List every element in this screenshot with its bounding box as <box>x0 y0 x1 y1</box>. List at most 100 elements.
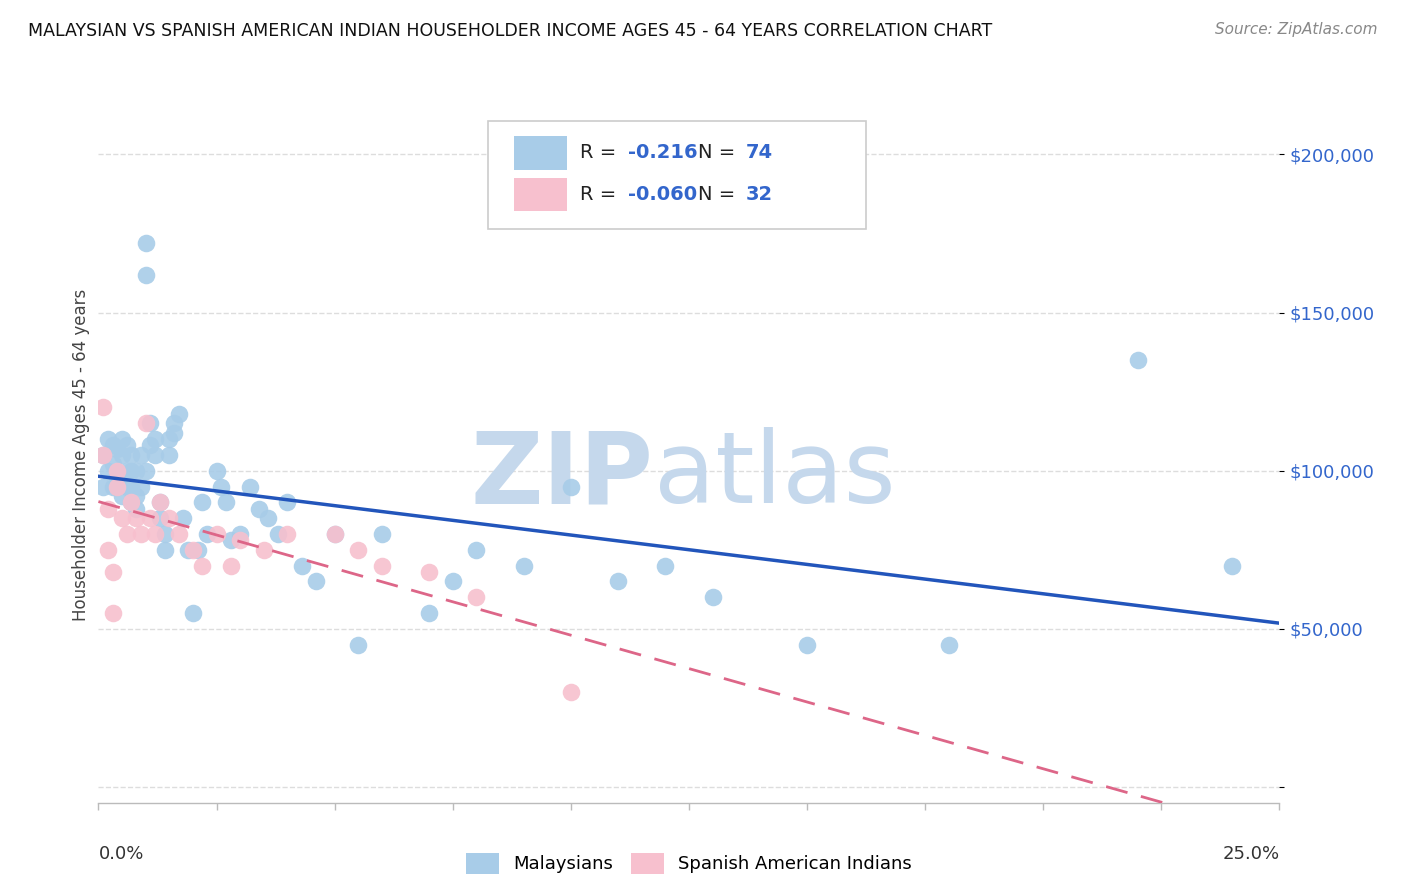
Text: 32: 32 <box>745 186 773 204</box>
Point <box>153 542 176 557</box>
Point <box>105 479 128 493</box>
Text: -0.060: -0.060 <box>627 186 696 204</box>
FancyBboxPatch shape <box>515 136 567 169</box>
Point <box>187 542 209 557</box>
FancyBboxPatch shape <box>515 178 567 211</box>
Point <box>139 417 162 431</box>
Point <box>115 527 138 541</box>
Point <box>135 417 157 431</box>
Text: 0.0%: 0.0% <box>98 845 143 863</box>
Point <box>111 432 134 446</box>
Point <box>157 432 180 446</box>
Point <box>371 527 394 541</box>
Point <box>111 448 134 462</box>
Point <box>101 438 124 452</box>
Point <box>121 464 143 478</box>
Point <box>181 606 204 620</box>
Point <box>111 489 134 503</box>
Point <box>191 495 214 509</box>
Point <box>125 489 148 503</box>
Point <box>143 432 166 446</box>
Text: MALAYSIAN VS SPANISH AMERICAN INDIAN HOUSEHOLDER INCOME AGES 45 - 64 YEARS CORRE: MALAYSIAN VS SPANISH AMERICAN INDIAN HOU… <box>28 22 993 40</box>
Point <box>97 464 120 478</box>
Point <box>796 638 818 652</box>
FancyBboxPatch shape <box>488 121 866 229</box>
Text: Source: ZipAtlas.com: Source: ZipAtlas.com <box>1215 22 1378 37</box>
Point <box>139 511 162 525</box>
Point <box>105 470 128 484</box>
Point <box>219 558 242 573</box>
Text: -0.216: -0.216 <box>627 144 697 162</box>
Point <box>239 479 262 493</box>
Point <box>276 527 298 541</box>
Point <box>101 565 124 579</box>
Point <box>111 511 134 525</box>
Point <box>347 542 370 557</box>
Point <box>121 448 143 462</box>
Point <box>195 527 218 541</box>
Point <box>105 464 128 478</box>
Point <box>323 527 346 541</box>
Point <box>465 542 488 557</box>
Point <box>172 511 194 525</box>
Point <box>125 464 148 478</box>
Point <box>607 574 630 589</box>
Text: R =: R = <box>581 186 623 204</box>
Point <box>229 527 252 541</box>
Point <box>267 527 290 541</box>
Text: R =: R = <box>581 144 623 162</box>
Point <box>163 425 186 440</box>
Point <box>91 401 114 415</box>
Text: 74: 74 <box>745 144 773 162</box>
Text: 25.0%: 25.0% <box>1222 845 1279 863</box>
Point <box>91 448 114 462</box>
Point <box>253 542 276 557</box>
Point <box>1126 353 1149 368</box>
Point <box>177 542 200 557</box>
Point <box>512 558 534 573</box>
Text: atlas: atlas <box>654 427 896 524</box>
Point <box>125 501 148 516</box>
Point <box>135 464 157 478</box>
Point <box>560 685 582 699</box>
Point <box>157 448 180 462</box>
Point <box>139 438 162 452</box>
Text: ZIP: ZIP <box>471 427 654 524</box>
Point <box>702 591 724 605</box>
Point <box>129 527 152 541</box>
Point <box>418 606 440 620</box>
Point <box>167 407 190 421</box>
Point <box>91 448 114 462</box>
Point <box>205 464 228 478</box>
Point <box>1220 558 1243 573</box>
Point <box>229 533 252 548</box>
Point <box>167 527 190 541</box>
Point <box>135 268 157 282</box>
Point <box>209 479 232 493</box>
Point <box>153 527 176 541</box>
Point <box>129 448 152 462</box>
Point <box>115 479 138 493</box>
Point <box>465 591 488 605</box>
Point <box>91 479 114 493</box>
Point <box>347 638 370 652</box>
Point <box>143 448 166 462</box>
Point <box>215 495 238 509</box>
Point <box>101 458 124 472</box>
Point <box>149 495 172 509</box>
Y-axis label: Householder Income Ages 45 - 64 years: Householder Income Ages 45 - 64 years <box>72 289 90 621</box>
Point <box>149 495 172 509</box>
Point <box>129 479 152 493</box>
Point <box>205 527 228 541</box>
Point <box>560 479 582 493</box>
Point <box>257 511 280 525</box>
Point <box>121 495 143 509</box>
Point <box>121 495 143 509</box>
Legend: Malaysians, Spanish American Indians: Malaysians, Spanish American Indians <box>467 853 911 874</box>
Point <box>101 479 124 493</box>
Point <box>938 638 960 652</box>
Point <box>323 527 346 541</box>
Text: N =: N = <box>699 144 742 162</box>
Point <box>418 565 440 579</box>
Point <box>163 417 186 431</box>
